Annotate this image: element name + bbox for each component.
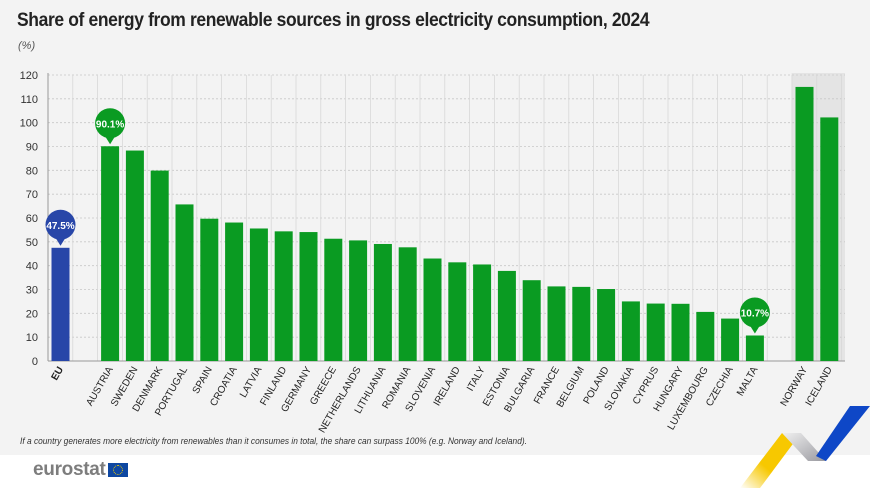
bar-luxembourg (696, 311, 715, 361)
bar-denmark (150, 170, 169, 361)
ribbon-yellow (740, 433, 801, 488)
bar-austria (101, 146, 120, 361)
bar-cyprus (646, 303, 665, 361)
ribbon-grey (782, 433, 826, 461)
annotation-label: 47.5% (46, 221, 74, 232)
y-tick-label: 30 (26, 285, 38, 297)
annotation-bubble (45, 209, 76, 240)
annotation-label: 10.7% (741, 308, 769, 319)
bar-belgium (572, 286, 591, 361)
bar-france (547, 286, 566, 361)
ribbon-blue (816, 406, 870, 461)
bar-lithuania (373, 243, 392, 361)
bar-portugal (175, 204, 194, 361)
bar-spain (200, 218, 219, 361)
bar-finland (274, 231, 293, 361)
chart-title: Share of energy from renewable sources i… (17, 10, 650, 31)
y-tick-label: 60 (26, 213, 38, 225)
y-tick-label: 120 (20, 70, 38, 82)
bar-croatia (225, 222, 244, 361)
y-tick-label: 10 (26, 332, 38, 344)
annotation-bubble (95, 108, 126, 139)
bar-bulgaria (522, 280, 541, 361)
eu-flag-icon (107, 463, 128, 477)
y-tick-label: 110 (20, 94, 38, 106)
bar-norway (795, 86, 814, 362)
annotation-pointer (55, 237, 66, 246)
eurostat-logo: eurostat (33, 459, 128, 481)
y-tick-label: 20 (26, 308, 38, 320)
annotation-pointer (749, 325, 760, 334)
bar-hungary (671, 303, 690, 361)
footnote: If a country generates more electricity … (20, 436, 527, 447)
annotation-pointer (105, 136, 116, 145)
bar-greece (324, 238, 343, 361)
y-tick-label: 40 (26, 261, 38, 273)
bar-italy (473, 264, 492, 361)
bar-estonia (497, 270, 516, 361)
bar-latvia (249, 228, 268, 361)
unit-label: (%) (18, 40, 36, 52)
bar-iceland (820, 117, 839, 361)
bar-malta (745, 335, 764, 361)
y-tick-label: 70 (26, 189, 38, 201)
bar-czechia (721, 318, 740, 361)
bar-slovenia (423, 258, 442, 361)
bar-germany (299, 232, 318, 361)
bar-ireland (448, 262, 467, 361)
bar-netherlands (349, 240, 368, 361)
bar-slovakia (621, 301, 640, 361)
chart-panel (0, 0, 870, 455)
bar-sweden (125, 150, 144, 361)
bar-poland (597, 289, 616, 361)
annotation-label: 90.1% (96, 119, 124, 130)
annotation-bubble (739, 297, 770, 328)
logo-text: eurostat (33, 459, 106, 480)
y-tick-label: 90 (26, 142, 38, 154)
bar-romania (398, 247, 417, 361)
y-tick-label: 0 (32, 356, 38, 368)
y-tick-label: 80 (26, 165, 38, 177)
y-tick-label: 50 (26, 237, 38, 249)
bar-eu (51, 247, 70, 361)
y-tick-label: 100 (20, 118, 38, 130)
